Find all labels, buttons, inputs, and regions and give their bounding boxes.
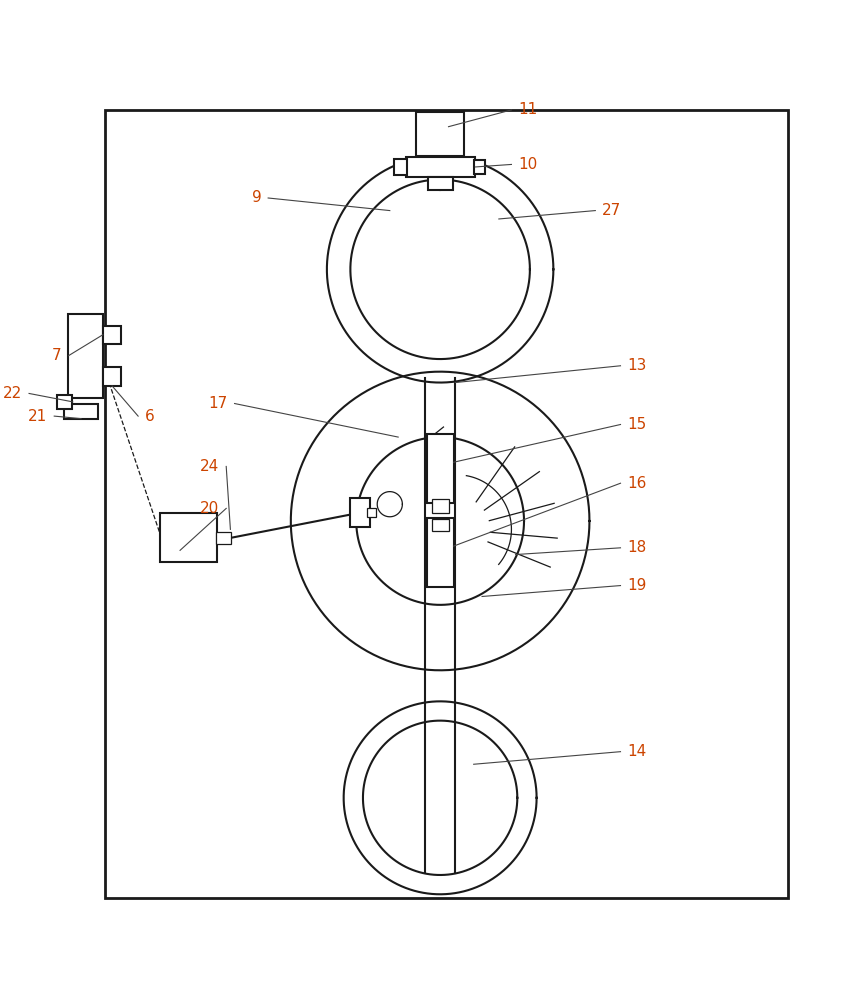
- Bar: [104, 110, 789, 898]
- Text: 10: 10: [518, 157, 537, 172]
- Bar: [432, 519, 449, 531]
- Bar: [428, 177, 452, 190]
- Text: 6: 6: [145, 409, 155, 424]
- Text: 13: 13: [628, 358, 646, 373]
- Bar: [64, 404, 98, 419]
- Bar: [432, 499, 449, 513]
- Text: 9: 9: [252, 190, 262, 205]
- Text: 20: 20: [200, 501, 219, 516]
- Text: 15: 15: [628, 417, 646, 432]
- Text: 17: 17: [208, 396, 228, 411]
- Text: 22: 22: [3, 386, 22, 401]
- Bar: [68, 314, 102, 398]
- Text: 24: 24: [200, 459, 219, 474]
- Bar: [102, 326, 121, 344]
- Bar: [351, 498, 370, 527]
- Text: 19: 19: [628, 578, 646, 593]
- Bar: [406, 157, 474, 177]
- Bar: [102, 367, 121, 386]
- Bar: [394, 159, 407, 175]
- Bar: [367, 508, 375, 517]
- Bar: [216, 532, 231, 544]
- Bar: [160, 513, 217, 562]
- Bar: [473, 160, 485, 174]
- Text: 27: 27: [602, 203, 622, 218]
- Bar: [416, 112, 464, 156]
- Bar: [57, 395, 72, 409]
- Text: 11: 11: [518, 102, 537, 117]
- Text: 14: 14: [628, 744, 646, 759]
- Text: 7: 7: [53, 348, 62, 363]
- Text: 21: 21: [28, 409, 47, 424]
- Text: 18: 18: [628, 540, 646, 555]
- Bar: [427, 518, 453, 587]
- Bar: [427, 434, 453, 503]
- Text: 16: 16: [628, 476, 646, 491]
